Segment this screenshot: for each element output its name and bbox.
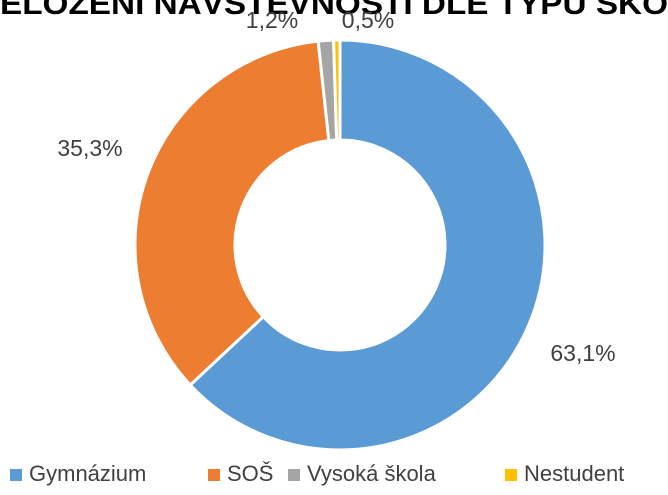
data-label: 1,2% bbox=[246, 7, 298, 33]
donut-slice bbox=[188, 38, 547, 452]
legend-swatch bbox=[505, 469, 517, 481]
chart-title: ELOŽENÍ NÁVŠTĚVNOSTI DLE TYPU ŠKO bbox=[0, 0, 668, 21]
donut-slice bbox=[133, 39, 331, 388]
legend-label: SOŠ bbox=[227, 461, 273, 486]
legend-label: Nestudent bbox=[524, 461, 624, 486]
donut-slice bbox=[332, 38, 342, 142]
legend-swatch bbox=[288, 469, 300, 481]
legend-label: Vysoká škola bbox=[307, 461, 437, 486]
data-label: 63,1% bbox=[550, 340, 615, 366]
data-label: 35,3% bbox=[57, 135, 122, 161]
data-label: 0,5% bbox=[342, 7, 394, 33]
legend-label: Gymnázium bbox=[29, 461, 146, 486]
legend-swatch bbox=[10, 469, 22, 481]
legend-swatch bbox=[208, 469, 220, 481]
